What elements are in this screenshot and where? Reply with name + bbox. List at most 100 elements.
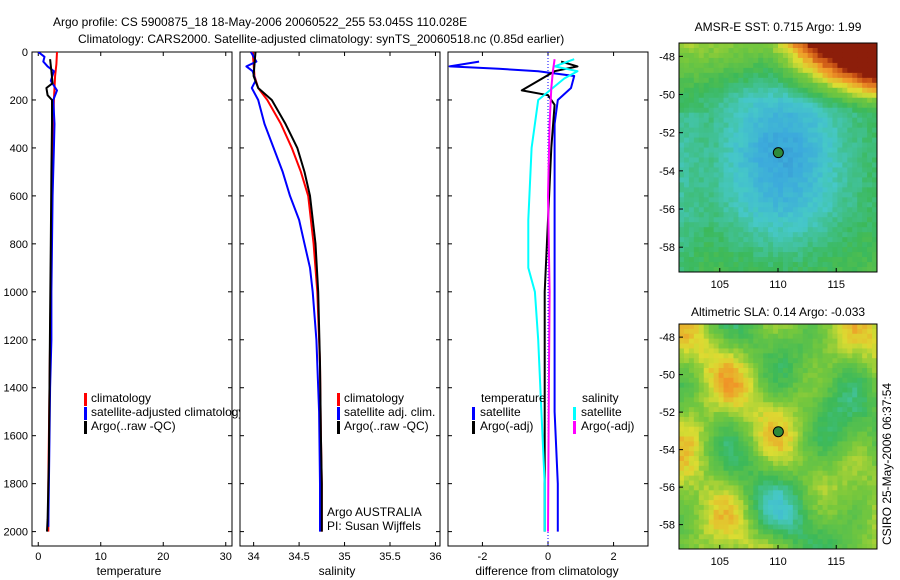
heatmap-cell [857, 348, 863, 354]
heatmap-cell [698, 57, 705, 64]
heatmap-cell [787, 207, 794, 213]
heatmap-cell [832, 485, 838, 491]
heatmap-cell [872, 333, 877, 340]
heatmap-cell [708, 456, 715, 462]
heatmap-cell [787, 534, 794, 540]
heatmap-cell [817, 324, 824, 330]
heatmap-cell [693, 177, 700, 183]
heatmap-cell [758, 237, 764, 243]
heatmap-cell [683, 242, 690, 248]
heatmap-cell [703, 500, 710, 506]
heatmap-cell [792, 509, 799, 516]
heatmap-cell [733, 227, 739, 233]
heatmap-cell [738, 402, 744, 408]
y-tick-label: 1200 [4, 335, 28, 347]
heatmap-cell [763, 416, 769, 423]
heatmap-cell [763, 382, 769, 389]
heatmap-cell [733, 514, 739, 521]
heatmap-cell [792, 167, 799, 174]
heatmap-cell [743, 421, 749, 428]
heatmap-cell [688, 539, 695, 545]
heatmap-cell [733, 252, 739, 258]
heatmap-cell [862, 207, 868, 213]
heatmap-cell [773, 117, 779, 124]
heatmap-cell [852, 72, 858, 79]
heatmap-cell [802, 192, 809, 198]
heatmap-cell [698, 500, 705, 506]
heatmap-cell [738, 382, 744, 389]
heatmap-cell [782, 142, 789, 149]
heatmap-cell [718, 257, 725, 263]
heatmap-cell [842, 514, 848, 521]
heatmap-cell [807, 451, 814, 457]
heatmap-cell [688, 372, 695, 379]
heatmap-cell [857, 187, 863, 193]
heatmap-cell [723, 102, 730, 109]
heatmap-cell [708, 353, 715, 359]
series-line-salinity-satellite [527, 58, 579, 532]
heatmap-cell [872, 392, 877, 398]
heatmap-cell [679, 480, 685, 487]
heatmap-cell [862, 72, 868, 79]
heatmap-cell [867, 187, 873, 193]
heatmap-cell [867, 519, 873, 526]
heatmap-cell [758, 524, 764, 531]
heatmap-cell [837, 77, 843, 84]
heatmap-cell [862, 257, 868, 263]
legend-label-sal-argo: Argo(-adj) [581, 419, 634, 433]
heatmap-cell [743, 343, 749, 350]
salinity-panel: 34 34.5 35 35.5 36 salinity climatology sate… [239, 51, 442, 578]
heatmap-cell [768, 475, 774, 482]
heatmap-cell [703, 192, 710, 198]
heatmap-cell [713, 182, 720, 188]
heatmap-cell [847, 426, 853, 433]
heatmap-cell [862, 237, 868, 243]
heatmap-cell [792, 436, 799, 442]
heatmap-cell [782, 102, 789, 109]
heatmap-cell [857, 62, 863, 69]
heatmap-cell [748, 441, 754, 447]
heatmap-cell [812, 436, 819, 442]
heatmap-cell [862, 539, 868, 545]
heatmap-cell [802, 368, 809, 374]
heatmap-cell [773, 232, 779, 238]
heatmap-cell [872, 460, 877, 467]
heatmap-cell [763, 72, 769, 79]
heatmap-cell [703, 52, 710, 59]
heatmap-cell [763, 132, 769, 139]
heatmap-cell [768, 421, 774, 428]
heatmap-cell [822, 382, 829, 389]
heatmap-cell [827, 62, 834, 69]
heatmap-cell [683, 187, 690, 193]
heatmap-cell [748, 87, 754, 94]
heatmap-cell [778, 328, 784, 335]
heatmap-cell [728, 504, 735, 511]
heatmap-cell [698, 112, 705, 119]
heatmap-cell [822, 97, 829, 104]
heatmap-cell [817, 431, 824, 438]
heatmap-cell [693, 470, 700, 477]
heatmap-cell [728, 431, 735, 438]
heatmap-cell [867, 87, 873, 94]
heatmap-cell [797, 387, 804, 394]
heatmap-cell [753, 421, 759, 428]
heatmap-cell [827, 52, 834, 59]
heatmap-cell [743, 397, 749, 403]
heatmap-cell [807, 534, 814, 540]
heatmap-cell [738, 358, 744, 364]
heatmap-cell [703, 67, 710, 74]
heatmap-cell [782, 247, 789, 253]
heatmap-cell [872, 387, 877, 394]
heatmap-cell [817, 212, 824, 218]
heatmap-cell [837, 172, 843, 179]
heatmap-cell [847, 485, 853, 491]
heatmap-cell [708, 77, 715, 84]
heatmap-cell [862, 247, 868, 253]
heatmap-cell [792, 112, 799, 119]
heatmap-cell [733, 392, 739, 398]
heatmap-cell [768, 407, 774, 413]
heatmap-cell [782, 426, 789, 433]
heatmap-cell [872, 328, 877, 335]
heatmap-cell [679, 377, 685, 384]
heatmap-cell [832, 519, 838, 526]
